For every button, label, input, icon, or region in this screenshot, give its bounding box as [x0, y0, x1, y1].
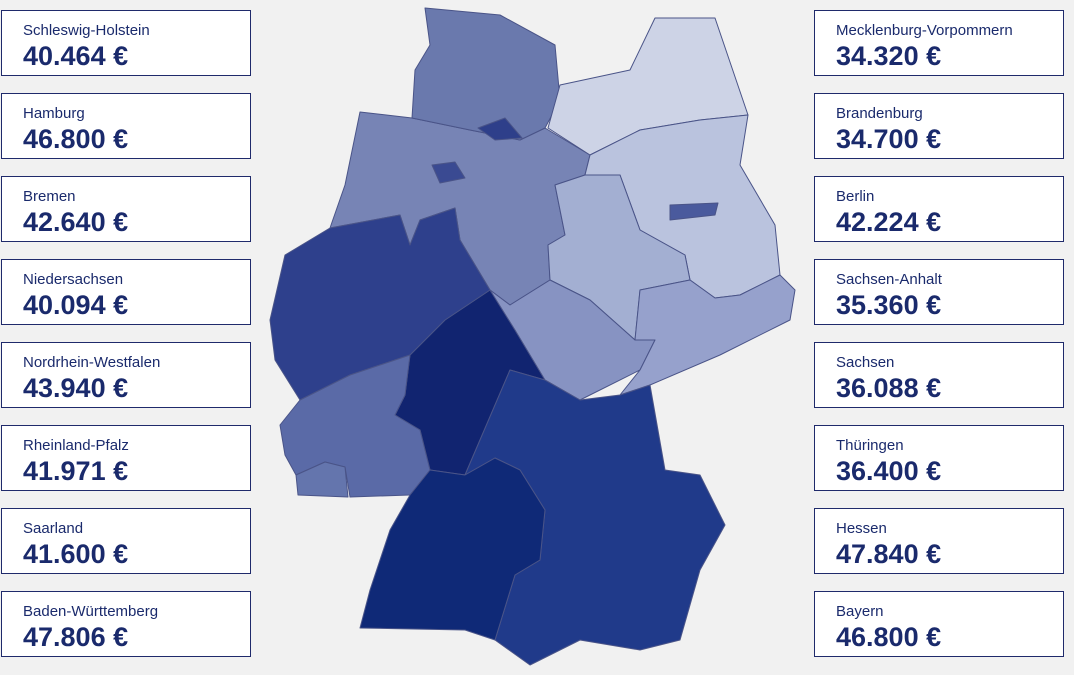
state-name: Niedersachsen — [23, 271, 124, 288]
state-name: Hessen — [836, 520, 887, 537]
state-name: Saarland — [23, 520, 84, 537]
state-value: 47.840 € — [836, 539, 942, 569]
state-name: Rheinland-Pfalz — [23, 437, 129, 454]
region — [669, 202, 719, 221]
region — [431, 161, 466, 184]
state-panel: Nordrhein-Westfalen 43.940 € — [1, 342, 251, 408]
region — [411, 7, 561, 141]
state-value: 42.640 € — [23, 207, 129, 237]
state-panel: Rheinland-Pfalz 41.971 € — [1, 425, 251, 491]
state-value: 46.800 € — [23, 124, 129, 154]
region — [359, 457, 546, 641]
state-name: Sachsen-Anhalt — [836, 271, 942, 288]
state-panel: Schleswig-Holstein 40.464 € — [1, 10, 251, 76]
state-name: Hamburg — [23, 105, 85, 122]
state-name: Nordrhein-Westfalen — [23, 354, 161, 371]
state-value: 41.971 € — [23, 456, 129, 486]
state-panel: Bremen 42.640 € — [1, 176, 251, 242]
region — [619, 274, 796, 396]
state-name: Schleswig-Holstein — [23, 22, 150, 39]
state-panel: Thüringen 36.400 € — [814, 425, 1064, 491]
state-name: Bremen — [23, 188, 76, 205]
state-panel: Brandenburg 34.700 € — [814, 93, 1064, 159]
state-panel: Berlin 42.224 € — [814, 176, 1064, 242]
state-panel: Hamburg 46.800 € — [1, 93, 251, 159]
state-value: 36.400 € — [836, 456, 942, 486]
state-value: 42.224 € — [836, 207, 942, 237]
state-name: Thüringen — [836, 437, 904, 454]
state-value: 46.800 € — [836, 622, 942, 652]
region — [477, 117, 523, 141]
state-value: 36.088 € — [836, 373, 942, 403]
state-panel: Mecklenburg-Vorpommern 34.320 € — [814, 10, 1064, 76]
state-value: 40.464 € — [23, 41, 129, 71]
state-value: 40.094 € — [23, 290, 129, 320]
state-value: 34.700 € — [836, 124, 942, 154]
state-panel: Sachsen-Anhalt 35.360 € — [814, 259, 1064, 325]
state-name: Bayern — [836, 603, 884, 620]
state-value: 47.806 € — [23, 622, 129, 652]
state-panel: Hessen 47.840 € — [814, 508, 1064, 574]
state-name: Sachsen — [836, 354, 895, 371]
state-name: Mecklenburg-Vorpommern — [836, 22, 1013, 39]
state-panel: Niedersachsen 40.094 € — [1, 259, 251, 325]
state-panel: Bayern 46.800 € — [814, 591, 1064, 657]
state-name: Berlin — [836, 188, 875, 205]
state-panel: Sachsen 36.088 € — [814, 342, 1064, 408]
state-name: Brandenburg — [836, 105, 923, 122]
region — [295, 461, 349, 498]
state-value: 41.600 € — [23, 539, 129, 569]
state-panel: Baden-Württemberg 47.806 € — [1, 591, 251, 657]
state-value: 35.360 € — [836, 290, 942, 320]
state-name: Baden-Württemberg — [23, 603, 159, 620]
state-panel: Saarland 41.600 € — [1, 508, 251, 574]
state-value: 34.320 € — [836, 41, 942, 71]
state-value: 43.940 € — [23, 373, 129, 403]
